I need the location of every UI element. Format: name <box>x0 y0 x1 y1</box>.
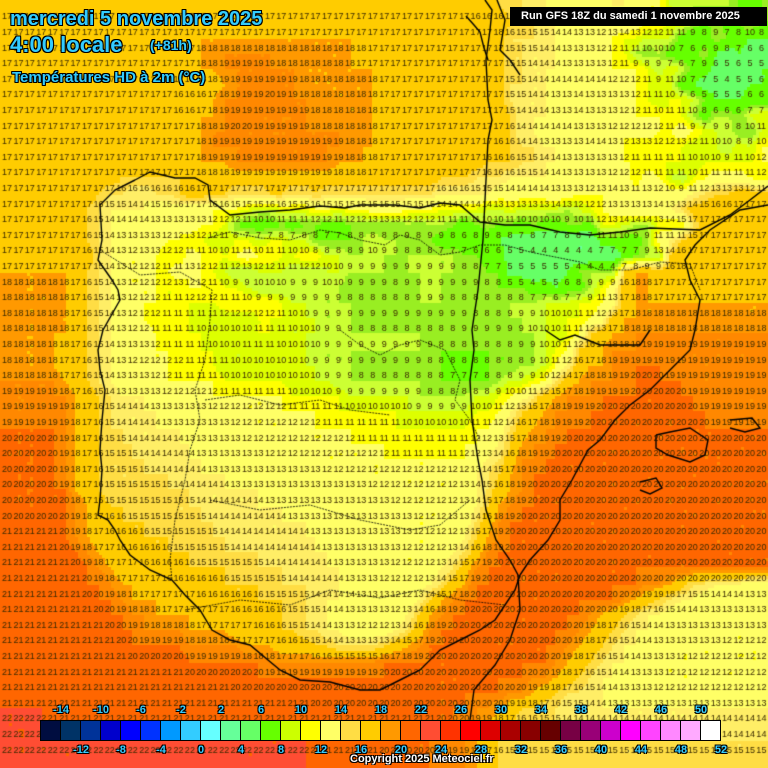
colorbar-tick-top: 26 <box>454 704 468 716</box>
colorbar-swatch <box>321 721 341 740</box>
colorbar-tick-bottom: 20 <box>394 744 408 756</box>
colorbar-tick-top: 10 <box>294 704 308 716</box>
model-run-label: Run GFS 18Z du samedi 1 novembre 2025 <box>510 7 767 26</box>
colorbar-tick-bottom: -8 <box>116 744 126 756</box>
colorbar-swatch <box>461 721 481 740</box>
colorbar-swatch <box>661 721 681 740</box>
colorbar-swatch <box>541 721 561 740</box>
colorbar-swatch <box>281 721 301 740</box>
colorbar-tick-bottom: 12 <box>314 744 328 756</box>
colorbar-tick-top: -10 <box>93 704 109 716</box>
colorbar-swatch <box>681 721 701 740</box>
colorbar-swatch <box>601 721 621 740</box>
colorbar-swatch <box>561 721 581 740</box>
colorbar-swatch <box>301 721 321 740</box>
colorbar-tick-top: 46 <box>654 704 668 716</box>
colorbar-tick-bottom: 24 <box>434 744 448 756</box>
colorbar-swatch <box>161 721 181 740</box>
colorbar-tick-top: 50 <box>694 704 708 716</box>
colorbar-tick-top: 22 <box>414 704 428 716</box>
colorbar-swatch <box>641 721 661 740</box>
colorbar-swatch <box>341 721 361 740</box>
colorbar-swatch <box>401 721 421 740</box>
colorbar-swatch <box>381 721 401 740</box>
forecast-lead-time: (+81h) <box>150 37 192 53</box>
colorbar-tick-bottom: 32 <box>514 744 528 756</box>
forecast-local-time: 4:00 locale <box>10 32 123 57</box>
temperature-colorbar <box>40 720 721 741</box>
colorbar-swatch <box>481 721 501 740</box>
colorbar-swatch <box>501 721 521 740</box>
map-variable-title: Températures HD à 2m (°C) <box>12 69 206 86</box>
colorbar-tick-top: 38 <box>574 704 588 716</box>
colorbar-swatch <box>61 721 81 740</box>
colorbar-swatch <box>181 721 201 740</box>
colorbar-tick-bottom: 36 <box>554 744 568 756</box>
colorbar-tick-bottom: 8 <box>277 744 285 756</box>
colorbar-tick-bottom: 40 <box>594 744 608 756</box>
colorbar-tick-bottom: 0 <box>197 744 205 756</box>
colorbar-swatch <box>361 721 381 740</box>
colorbar-swatch <box>141 721 161 740</box>
colorbar-tick-top: 2 <box>217 704 225 716</box>
colorbar-swatch <box>581 721 601 740</box>
colorbar-swatch <box>121 721 141 740</box>
colorbar-swatch <box>221 721 241 740</box>
colorbar-tick-top: 14 <box>334 704 348 716</box>
colorbar-tick-top: -2 <box>176 704 186 716</box>
colorbar-tick-top: 6 <box>257 704 265 716</box>
colorbar-swatch <box>421 721 441 740</box>
colorbar-swatch <box>241 721 261 740</box>
colorbar-tick-top: 18 <box>374 704 388 716</box>
colorbar-swatch <box>41 721 61 740</box>
colorbar-tick-bottom: 16 <box>354 744 368 756</box>
colorbar-swatch <box>521 721 541 740</box>
colorbar-swatch <box>201 721 221 740</box>
colorbar-swatch <box>701 721 720 740</box>
colorbar-tick-top: 30 <box>494 704 508 716</box>
colorbar-tick-bottom: -12 <box>73 744 89 756</box>
colorbar-tick-top: -6 <box>136 704 146 716</box>
colorbar-tick-bottom: -4 <box>156 744 166 756</box>
colorbar-tick-top: 34 <box>534 704 548 716</box>
colorbar-swatch <box>81 721 101 740</box>
forecast-date: mercredi 5 novembre 2025 <box>10 8 263 30</box>
colorbar-tick-bottom: 4 <box>237 744 245 756</box>
colorbar-tick-bottom: 28 <box>474 744 488 756</box>
colorbar-tick-bottom: 48 <box>674 744 688 756</box>
colorbar-tick-top: 42 <box>614 704 628 716</box>
colorbar-tick-bottom: 44 <box>634 744 648 756</box>
colorbar-tick-top: -14 <box>53 704 69 716</box>
colorbar-swatch <box>261 721 281 740</box>
colorbar-swatch <box>621 721 641 740</box>
colorbar-swatch <box>101 721 121 740</box>
colorbar-tick-bottom: 52 <box>714 744 728 756</box>
colorbar-swatch <box>441 721 461 740</box>
copyright-text: Copyright 2025 Meteociel.fr <box>350 753 494 765</box>
